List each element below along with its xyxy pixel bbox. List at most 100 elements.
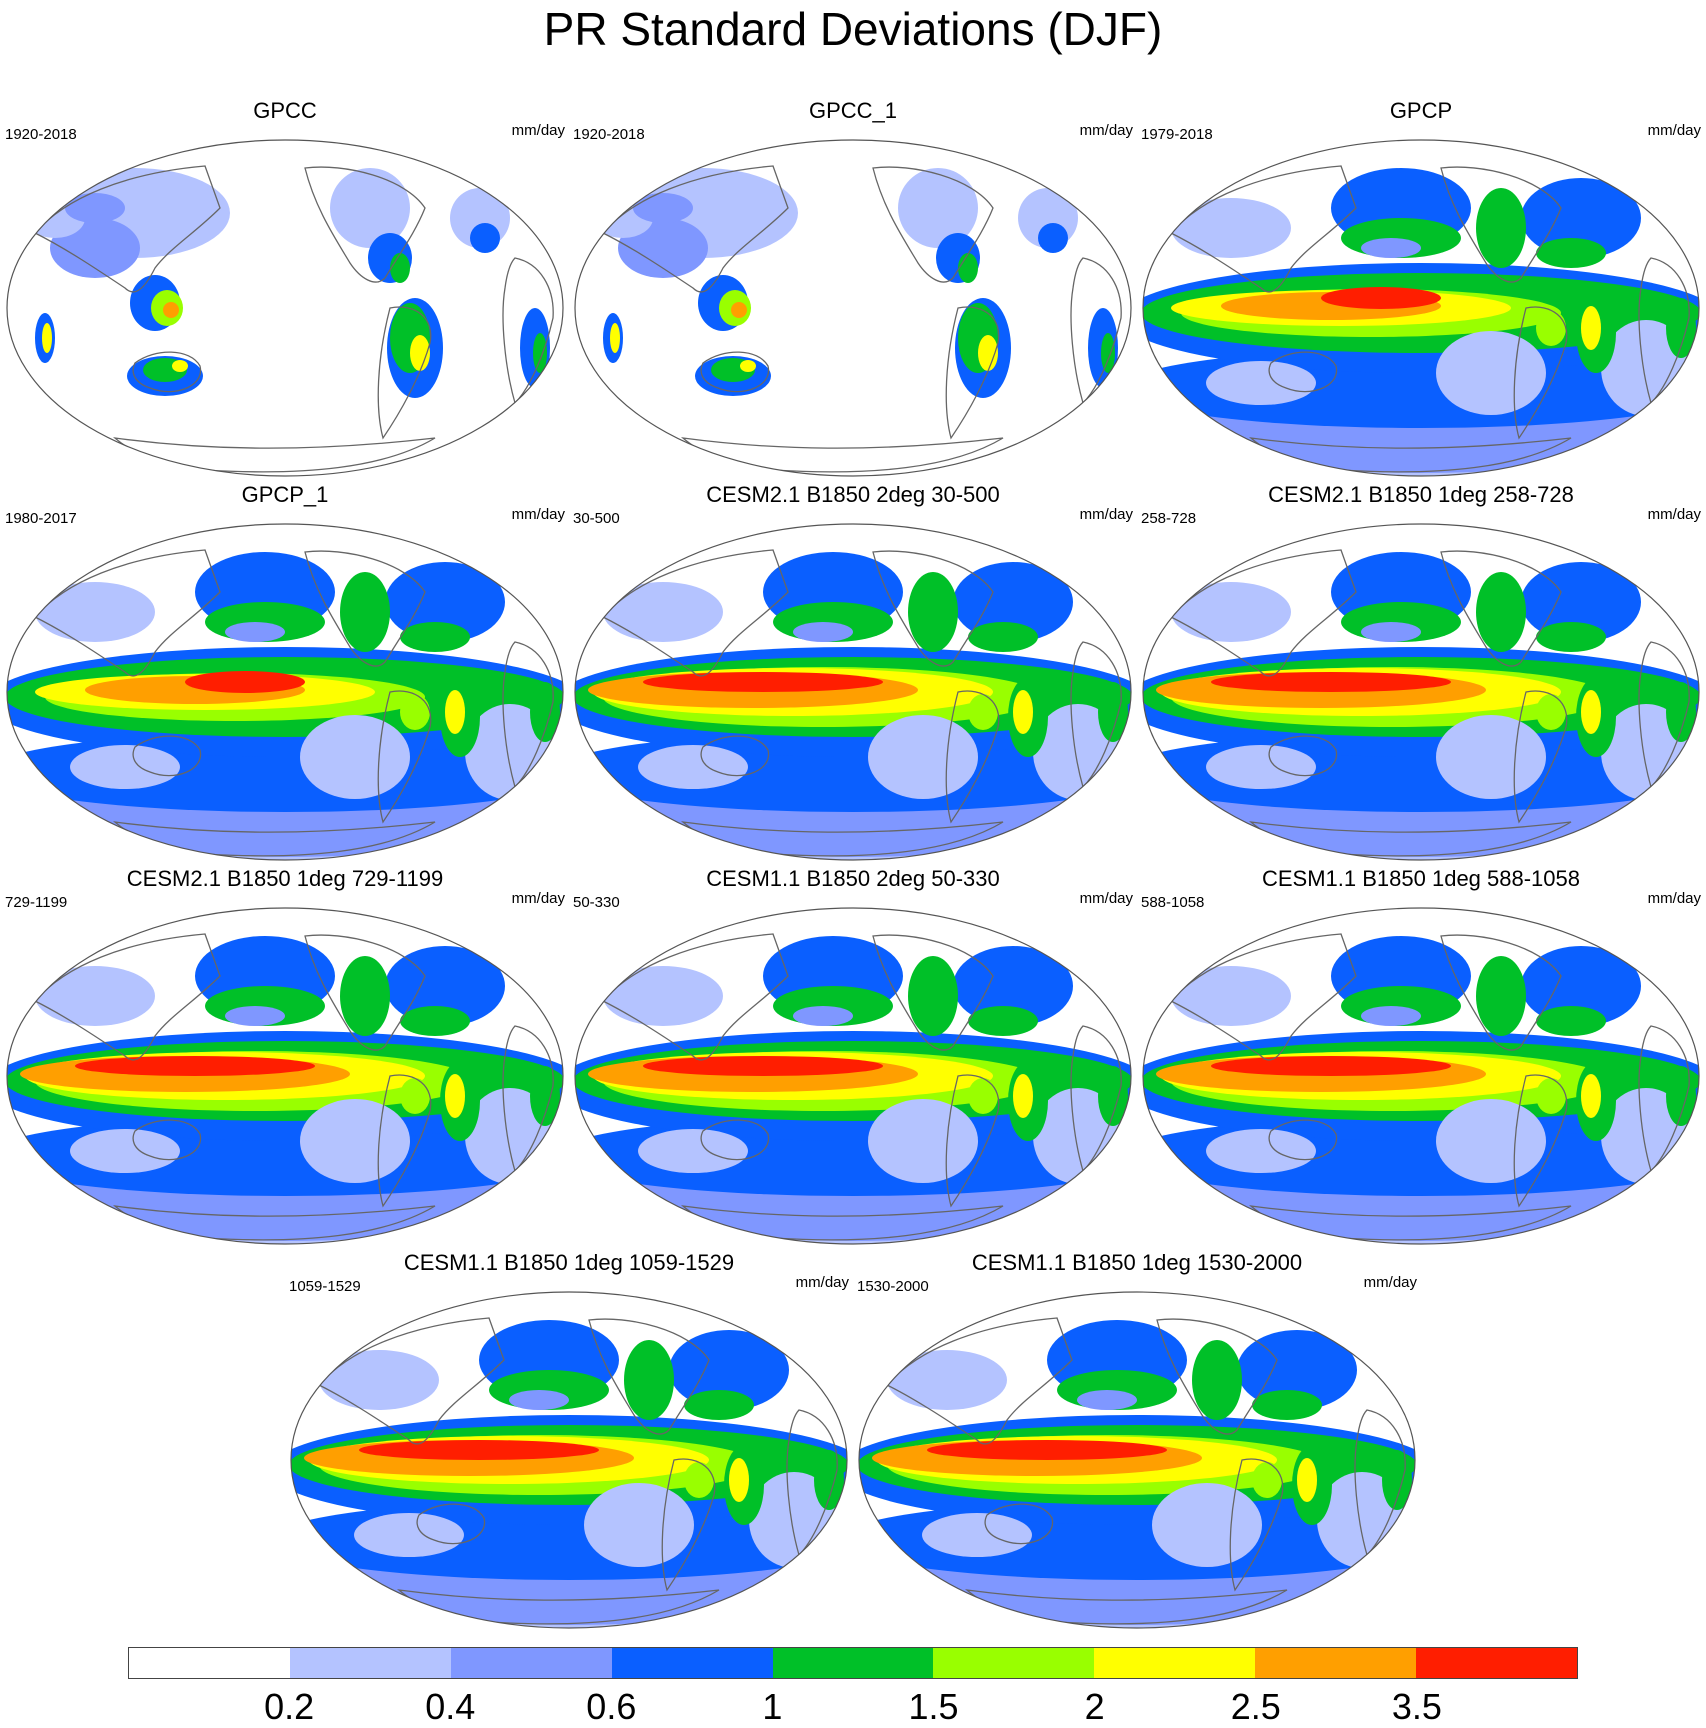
- precip-contour: [968, 622, 1038, 652]
- colorbar-box: [1255, 1648, 1417, 1678]
- panel-units: mm/day: [1647, 890, 1701, 907]
- coastline: [601, 165, 789, 293]
- precip-contour: [385, 946, 505, 1026]
- coastline: [1440, 550, 1562, 667]
- map-border: [574, 139, 1132, 477]
- precip-contour: [1536, 1006, 1606, 1036]
- map-panel-gpcp-1: GPCP_1 1980-2017 mm/day: [5, 482, 565, 862]
- panel-title: CESM1.1 B1850 1deg 1059-1529: [403, 1250, 735, 1275]
- precip-contour: [978, 335, 998, 371]
- coastline: [317, 1317, 505, 1445]
- precip-contour: [868, 715, 978, 799]
- colorbar-tick-label: 2.5: [1230, 1686, 1281, 1727]
- coastline: [377, 1074, 432, 1208]
- precip-contour: [643, 1056, 883, 1076]
- colorbar-box: [1416, 1648, 1578, 1678]
- precip-contour: [385, 562, 505, 642]
- precip-contour: [1152, 1483, 1262, 1567]
- coastline: [945, 690, 1000, 824]
- precip-contour: [968, 694, 998, 730]
- panel-units: mm/day: [511, 506, 565, 523]
- map-border: [1142, 907, 1700, 1245]
- precip-contour: [953, 562, 1073, 642]
- map-panel-cesm21-1deg-258-728: CESM2.1 B1850 1deg 258-728 258-728 mm/da…: [1141, 482, 1701, 862]
- precip-contour: [225, 622, 285, 642]
- precip-contour: [1321, 287, 1441, 309]
- precip-contour: [340, 572, 390, 652]
- map-panel-gpcp: GPCP 1979-2018 mm/day: [1141, 98, 1701, 478]
- precip-contour: [1436, 1099, 1546, 1183]
- precip-contour: [390, 253, 410, 283]
- coastline: [304, 550, 426, 667]
- precip-contour: [684, 1462, 714, 1498]
- precip-contour: [610, 323, 620, 353]
- coastline: [1268, 1119, 1338, 1161]
- coastline: [1440, 166, 1562, 283]
- precip-contour: [42, 323, 52, 353]
- precip-contour: [1252, 1390, 1322, 1420]
- precip-contour: [1361, 1006, 1421, 1026]
- precip-contour: [868, 1099, 978, 1183]
- map-plot: [6, 907, 564, 1245]
- precip-contour: [729, 1458, 749, 1502]
- precip-contour: [400, 1078, 430, 1114]
- coastline: [1513, 306, 1568, 440]
- precip-contour: [1476, 572, 1526, 652]
- coastline: [1169, 549, 1357, 677]
- map-border: [1142, 139, 1700, 477]
- panel-title: CESM1.1 B1850 1deg 1530-2000: [971, 1250, 1303, 1275]
- precip-contour: [1297, 1458, 1317, 1502]
- map-border: [1142, 523, 1700, 861]
- precip-contour: [603, 966, 723, 1026]
- map-border: [6, 523, 564, 861]
- coastline: [700, 351, 770, 393]
- precip-contour: [908, 572, 958, 652]
- colorbar-box: [450, 1648, 612, 1678]
- precip-contour: [1211, 672, 1451, 692]
- precip-contour: [1536, 238, 1606, 268]
- precip-contour: [225, 1006, 285, 1026]
- map-panel-cesm21-2deg-30-500: CESM2.1 B1850 2deg 30-500 30-500 mm/day: [573, 482, 1133, 862]
- precip-contour: [330, 168, 410, 248]
- coastline: [601, 549, 789, 677]
- coastline: [661, 1458, 716, 1592]
- precip-contour: [1013, 690, 1033, 734]
- colorbar-tick-label: 1: [762, 1686, 783, 1727]
- precip-contour: [887, 1350, 1007, 1410]
- coastline: [1268, 735, 1338, 777]
- map-panel-cesm11-1deg-1059-1529: CESM1.1 B1850 1deg 1059-1529 1059-1529 m…: [289, 1250, 849, 1630]
- precip-contour: [740, 360, 756, 372]
- panel-title: GPCP_1: [241, 482, 329, 507]
- precip-contour: [70, 745, 180, 789]
- precip-contour: [400, 694, 430, 730]
- panel-units: mm/day: [1079, 890, 1133, 907]
- precip-contour: [638, 1129, 748, 1173]
- precip-contour: [445, 1074, 465, 1118]
- map-border: [858, 1291, 1416, 1629]
- precip-contour: [684, 1390, 754, 1420]
- map-border: [574, 523, 1132, 861]
- colorbar-tick-label: 0.4: [425, 1686, 476, 1727]
- coastline: [377, 306, 432, 440]
- coastline: [885, 1317, 1073, 1445]
- coastline: [132, 1119, 202, 1161]
- map-panel-cesm11-1deg-1530-2000: CESM1.1 B1850 1deg 1530-2000 1530-2000 m…: [857, 1250, 1417, 1630]
- panel-period: 588-1058: [1141, 894, 1205, 911]
- panel-period: 1920-2018: [573, 126, 645, 143]
- precip-contour: [1521, 946, 1641, 1026]
- coastline: [377, 690, 432, 824]
- precip-contour: [1521, 178, 1641, 258]
- map-border: [574, 907, 1132, 1245]
- panel-units: mm/day: [1647, 122, 1701, 139]
- precip-contour: [1192, 1340, 1242, 1420]
- precip-contour: [1252, 1462, 1282, 1498]
- coastline: [132, 351, 202, 393]
- precip-contour: [968, 1078, 998, 1114]
- panel-units: mm/day: [1079, 506, 1133, 523]
- precip-contour: [300, 715, 410, 799]
- panel-period: 1059-1529: [289, 1278, 361, 1295]
- precip-contour: [669, 1330, 789, 1410]
- colorbar-tick-label: 0.6: [586, 1686, 637, 1727]
- panel-units: mm/day: [795, 1274, 849, 1291]
- coastline: [872, 166, 994, 283]
